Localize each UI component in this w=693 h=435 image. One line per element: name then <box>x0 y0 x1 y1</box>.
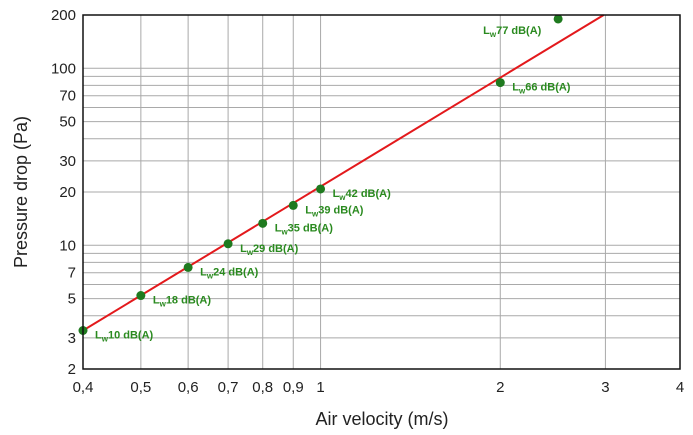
point-label-value: 35 dB(A) <box>288 222 334 234</box>
point-label-prefix: L <box>512 82 519 94</box>
x-axis-title: Air velocity (m/s) <box>315 409 448 429</box>
y-tick-label: 200 <box>51 7 76 24</box>
data-point-group <box>78 14 563 336</box>
point-label-subscript: w <box>280 227 288 236</box>
x-tick-label: 0,9 <box>283 379 304 396</box>
point-label: Lw24 dB(A) <box>200 266 259 280</box>
point-label-value: 42 dB(A) <box>346 188 392 200</box>
data-point <box>258 218 268 228</box>
x-axis-tick-labels: 0,4 0,5 0,6 0,7 0,8 0,9 1 2 3 4 <box>73 379 685 396</box>
point-label: Lw18 dB(A) <box>153 295 212 309</box>
point-label-prefix: L <box>483 25 490 37</box>
point-label: Lw10 dB(A) <box>95 330 154 344</box>
point-label-subscript: w <box>518 87 526 96</box>
point-label-value: 10 dB(A) <box>108 330 154 342</box>
y-tick-label: 3 <box>68 330 76 347</box>
y-axis-tick-labels: 2 3 5 7 10 20 30 50 70 100 200 <box>51 7 76 378</box>
y-tick-label: 30 <box>59 153 76 170</box>
point-label: Lw39 dB(A) <box>305 204 364 218</box>
point-label-value: 39 dB(A) <box>318 204 364 216</box>
point-label: Lw66 dB(A) <box>512 82 571 96</box>
point-label-value: 77 dB(A) <box>496 25 542 37</box>
point-label-group: Lw10 dB(A)Lw18 dB(A)Lw24 dB(A)Lw29 dB(A)… <box>95 25 571 344</box>
point-label: Lw42 dB(A) <box>333 188 392 202</box>
x-tick-label: 0,4 <box>73 379 94 396</box>
y-tick-label: 5 <box>68 291 76 308</box>
point-label-value: 18 dB(A) <box>166 295 212 307</box>
series-line <box>82 14 605 332</box>
point-label-prefix: L <box>153 295 160 307</box>
y-tick-label: 70 <box>59 88 76 105</box>
point-label-prefix: L <box>275 222 282 234</box>
point-label-prefix: L <box>95 330 102 342</box>
x-tick-label: 0,8 <box>252 379 273 396</box>
point-label-subscript: w <box>159 300 167 309</box>
y-tick-label: 100 <box>51 60 76 77</box>
x-tick-label: 4 <box>676 379 684 396</box>
point-label-subscript: w <box>246 248 254 257</box>
y-tick-label: 7 <box>68 265 76 282</box>
point-label: Lw77 dB(A) <box>483 25 542 39</box>
point-label-subscript: w <box>489 30 497 39</box>
data-point <box>495 78 505 88</box>
point-label-prefix: L <box>200 266 207 278</box>
point-label-value: 29 dB(A) <box>253 243 299 255</box>
y-tick-label: 10 <box>59 237 76 254</box>
point-label: Lw35 dB(A) <box>275 222 334 236</box>
x-tick-label: 2 <box>496 379 504 396</box>
y-tick-label: 20 <box>59 184 76 201</box>
x-tick-label: 0,7 <box>218 379 239 396</box>
point-label-prefix: L <box>333 188 340 200</box>
plot-area-frame <box>82 14 681 370</box>
x-tick-label: 0,5 <box>130 379 151 396</box>
series-line-group <box>82 14 605 332</box>
point-label-subscript: w <box>101 335 109 344</box>
point-label: Lw29 dB(A) <box>240 243 299 257</box>
x-tick-label: 0,6 <box>178 379 199 396</box>
x-tick-label: 1 <box>316 379 324 396</box>
point-label-prefix: L <box>240 243 247 255</box>
y-tick-label: 50 <box>59 114 76 131</box>
point-label-prefix: L <box>305 204 312 216</box>
y-tick-label: 2 <box>68 361 76 378</box>
data-point <box>183 262 193 272</box>
data-point <box>288 200 298 210</box>
point-label-subscript: w <box>338 193 346 202</box>
data-point <box>316 184 326 194</box>
x-tick-label: 3 <box>601 379 609 396</box>
data-point <box>223 239 233 249</box>
point-label-value: 24 dB(A) <box>213 266 259 278</box>
data-point <box>136 291 146 301</box>
data-point <box>553 14 563 24</box>
point-label-subscript: w <box>206 271 214 280</box>
y-axis-title: Pressure drop (Pa) <box>11 116 31 268</box>
point-label-subscript: w <box>311 209 319 218</box>
point-label-value: 66 dB(A) <box>525 82 571 94</box>
